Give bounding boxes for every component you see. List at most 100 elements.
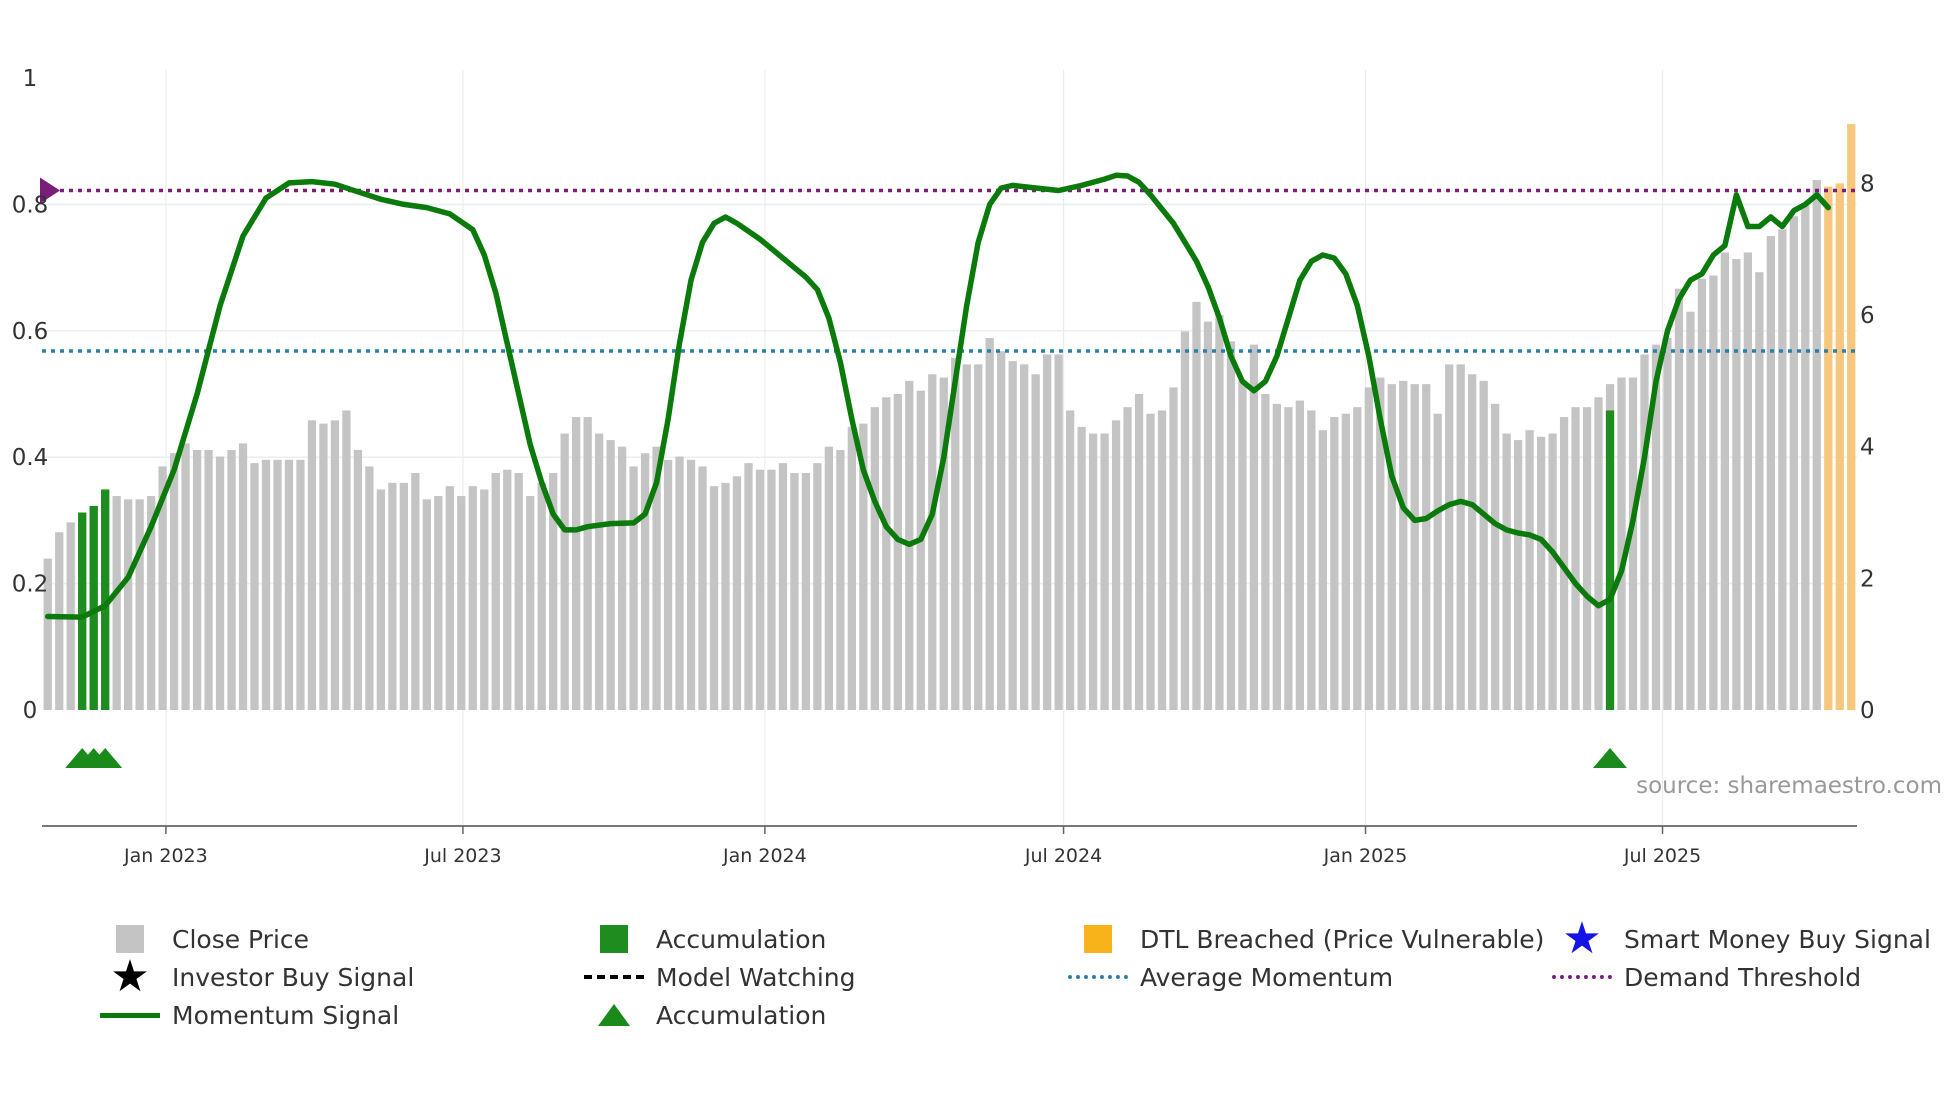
close-price-bar bbox=[767, 469, 776, 710]
close-price-bar bbox=[847, 426, 856, 710]
close-price-bar bbox=[1582, 407, 1592, 710]
close-price-bar bbox=[1100, 433, 1109, 710]
close-price-bar bbox=[1548, 433, 1557, 710]
close-price-bar bbox=[514, 473, 523, 710]
close-price-bar bbox=[55, 532, 64, 710]
accumulation-bar bbox=[101, 489, 110, 710]
black-star-icon: ★ bbox=[110, 951, 150, 1002]
legend-label-momentum-signal: Momentum Signal bbox=[172, 1000, 400, 1030]
close-price-bar bbox=[1594, 397, 1603, 710]
close-price-bar bbox=[790, 473, 799, 710]
legend-model-watching: Model Watching bbox=[584, 958, 856, 996]
legend-label-model-watching: Model Watching bbox=[656, 962, 856, 992]
legend-label-demand-threshold: Demand Threshold bbox=[1624, 962, 1862, 992]
legend-demand-threshold: Demand Threshold bbox=[1552, 958, 1861, 996]
y-right-tick-label: 0 bbox=[1860, 698, 1875, 724]
chart-svg: Jan 2023 Jul 2023 Jan 2024 Jul 2024 Jan 2025… bbox=[12, 66, 1942, 867]
close-price-bar bbox=[399, 482, 408, 710]
close-price-bar bbox=[1720, 252, 1730, 711]
y-right-tick-label: 2 bbox=[1860, 566, 1875, 592]
close-price-bar bbox=[1686, 311, 1695, 710]
close-price-bar bbox=[1341, 413, 1350, 710]
accumulation-triangle bbox=[1593, 748, 1628, 768]
close-price-bar bbox=[1249, 344, 1259, 710]
close-price-bar bbox=[146, 496, 156, 710]
close-price-bar bbox=[1468, 374, 1477, 710]
close-price-bar bbox=[1065, 410, 1075, 710]
close-price-bar bbox=[962, 364, 971, 710]
y-left-tick-label: 0.4 bbox=[12, 445, 49, 471]
close-price-bar bbox=[1203, 321, 1213, 710]
close-price-bar bbox=[124, 499, 133, 710]
accumulation-bar-swatch bbox=[600, 925, 628, 953]
close-price-bar bbox=[1502, 433, 1511, 710]
close-price-bar bbox=[273, 459, 282, 710]
y-left-tick-label: 1 bbox=[23, 66, 38, 92]
close-price-bar bbox=[1031, 374, 1040, 710]
x-tick-label: Jul 2024 bbox=[1024, 845, 1102, 867]
close-price-bar bbox=[1054, 354, 1063, 710]
close-price-bar bbox=[583, 417, 592, 710]
close-price-bar bbox=[1445, 364, 1454, 710]
close-price-bar bbox=[1709, 275, 1718, 710]
legend-investor-buy: ★ Investor Buy Signal bbox=[100, 951, 414, 1002]
close-price-bar bbox=[732, 476, 742, 710]
close-price-bar bbox=[606, 440, 615, 710]
x-tick-label: Jan 2025 bbox=[1323, 845, 1408, 867]
close-price-bar bbox=[342, 410, 351, 710]
close-price-bar bbox=[709, 486, 719, 710]
close-price-bar bbox=[1663, 338, 1672, 710]
dtl-breached-swatch bbox=[1084, 925, 1112, 953]
close-price-bar bbox=[629, 466, 638, 710]
close-price-bar bbox=[43, 558, 52, 710]
close-price-bar bbox=[434, 496, 443, 710]
close-price-bar bbox=[537, 482, 546, 710]
close-price-bar bbox=[1272, 403, 1282, 710]
close-price-bar bbox=[468, 486, 477, 710]
close-price-bar bbox=[813, 463, 822, 710]
x-tick-label: Jul 2023 bbox=[423, 845, 501, 867]
dotted-purple-line-icon bbox=[1552, 975, 1612, 979]
close-price-bar bbox=[928, 374, 937, 710]
blue-star-icon: ★ bbox=[1562, 913, 1602, 964]
close-price-bar bbox=[1180, 331, 1190, 710]
dotted-line-icon bbox=[1068, 975, 1128, 979]
close-price-bar bbox=[939, 377, 948, 710]
close-price-bar bbox=[755, 469, 765, 710]
y-right-tick-label: 8 bbox=[1860, 171, 1875, 197]
close-price-bar bbox=[526, 496, 535, 710]
close-price-bar bbox=[882, 397, 891, 710]
dashed-line-icon bbox=[584, 975, 644, 979]
demand-threshold-marker bbox=[40, 177, 60, 204]
close-price-bar bbox=[457, 496, 466, 710]
close-price-bar bbox=[1157, 410, 1167, 710]
close-price-bar bbox=[1111, 420, 1121, 710]
close-price-bar bbox=[1134, 394, 1144, 710]
close-price-bar bbox=[1697, 278, 1707, 710]
close-price-bar bbox=[744, 463, 753, 710]
close-price-bar bbox=[663, 459, 673, 710]
y-left-tick-label: 0.2 bbox=[12, 572, 49, 598]
close-price-bar bbox=[1491, 403, 1500, 710]
legend: Close Price Accumulation DTL Breached (P… bbox=[0, 913, 1960, 1070]
close-price-bar bbox=[617, 446, 627, 710]
close-price-bar bbox=[1628, 377, 1638, 710]
close-price-bar bbox=[1812, 180, 1821, 710]
close-price-bar bbox=[1376, 377, 1385, 710]
close-price-bar bbox=[215, 456, 225, 710]
y-left-tick-label: 0 bbox=[23, 698, 38, 724]
close-price-bar bbox=[330, 420, 340, 710]
accumulation-bar bbox=[89, 505, 98, 710]
legend-close-price: Close Price bbox=[100, 920, 309, 958]
close-price-bar bbox=[503, 469, 512, 710]
close-price-bar bbox=[974, 364, 983, 710]
legend-label-accumulation-marker: Accumulation bbox=[656, 1000, 827, 1030]
close-price-bar bbox=[250, 463, 259, 710]
close-price-bar bbox=[1238, 380, 1247, 710]
legend-label-smart-money: Smart Money Buy Signal bbox=[1624, 924, 1931, 954]
close-price-bar bbox=[1146, 413, 1155, 710]
legend-average-momentum: Average Momentum bbox=[1068, 958, 1393, 996]
close-price-bar bbox=[1261, 394, 1270, 710]
close-price-bar bbox=[365, 466, 374, 710]
